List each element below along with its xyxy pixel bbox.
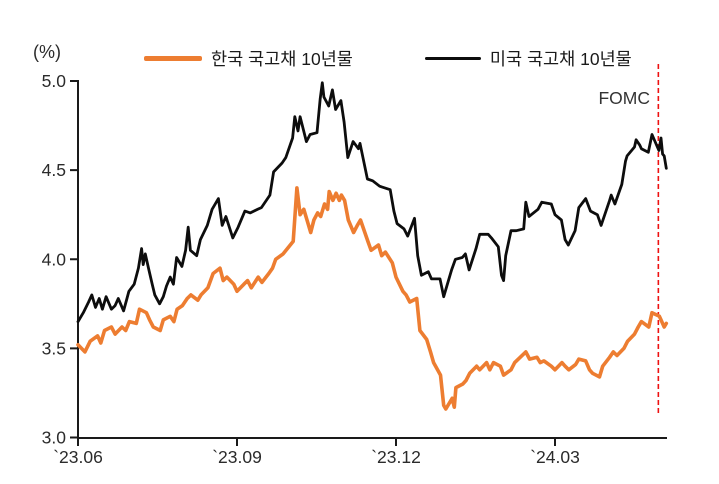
x-tick-label: `23.09 [212,447,262,467]
x-tick-label: `24.03 [530,447,580,467]
us-line-swatch [424,57,481,60]
y-tick-label: 3.0 [42,428,67,448]
x-tick-label: `23.06 [53,447,103,467]
y-tick-label: 4.5 [42,160,66,180]
korea-series-line [76,186,669,411]
legend: 한국 국고채 10년물 미국 국고채 10년물 [144,46,632,71]
x-tick-label: `23.12 [371,447,421,467]
legend-item-us: 미국 국고채 10년물 [424,46,632,71]
korea-line-swatch [144,56,202,61]
fomc-annotation-label: FOMC [598,88,650,108]
us-series-line [76,81,668,324]
legend-label-korea: 한국 국고채 10년물 [211,49,353,69]
y-tick-label: 5.0 [42,71,67,91]
legend-label-us: 미국 국고채 10년물 [489,49,632,69]
y-axis-unit-label: (%) [33,42,61,62]
y-tick-label: 3.5 [42,338,66,358]
y-tick-label: 4.0 [42,249,67,269]
legend-item-korea: 한국 국고채 10년물 [144,46,353,71]
